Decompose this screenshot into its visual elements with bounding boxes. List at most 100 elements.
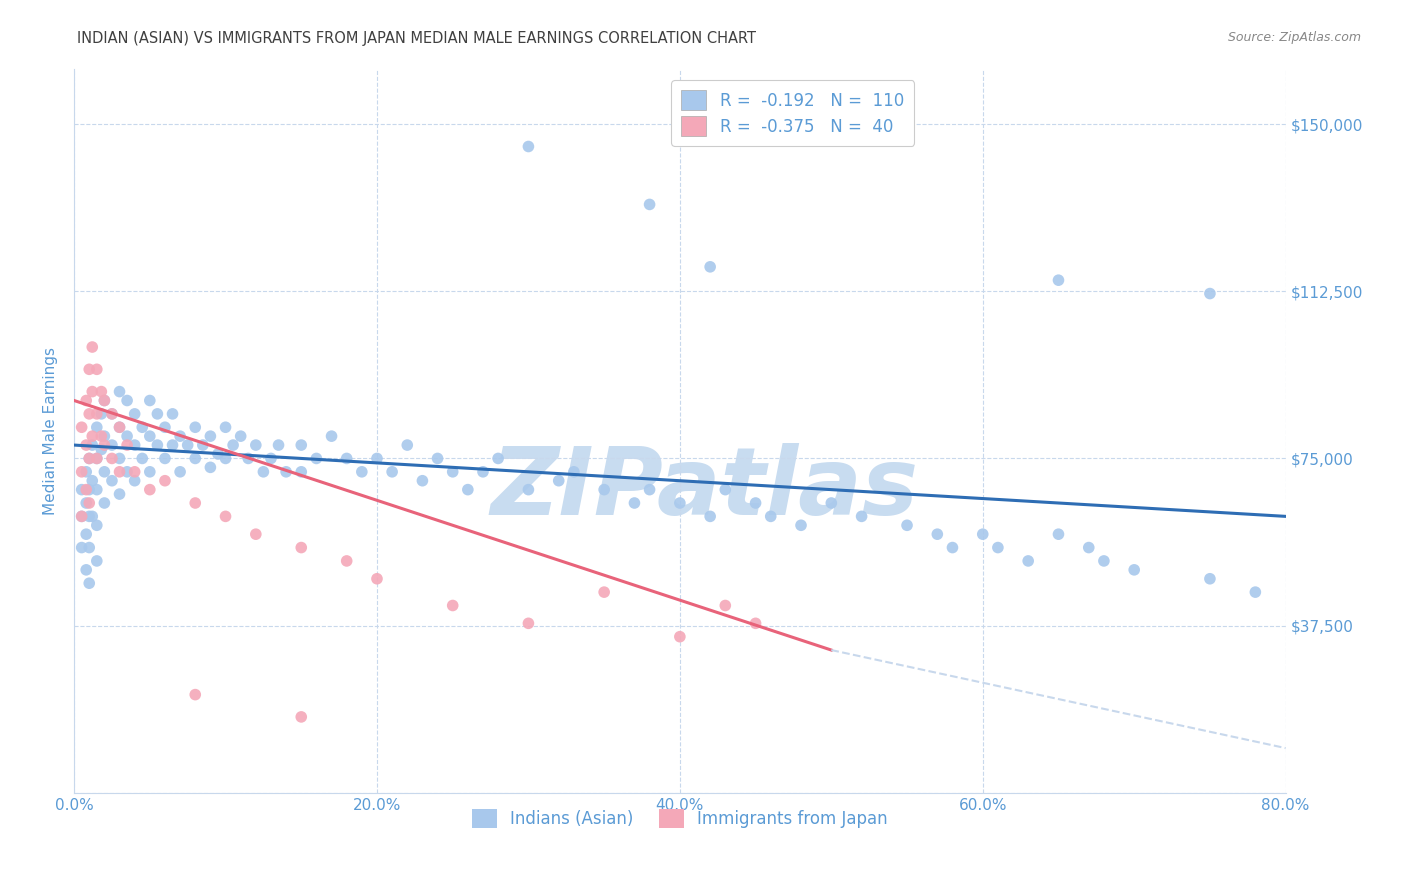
Point xyxy=(93,496,115,510)
Point xyxy=(124,407,146,421)
Point xyxy=(77,483,100,497)
Point xyxy=(1092,554,1115,568)
Point xyxy=(441,465,464,479)
Point xyxy=(222,438,245,452)
Point xyxy=(86,451,108,466)
Point xyxy=(396,438,419,452)
Point xyxy=(139,465,162,479)
Point xyxy=(115,393,138,408)
Point xyxy=(77,407,100,421)
Point xyxy=(366,451,388,466)
Point xyxy=(90,429,112,443)
Point xyxy=(153,420,176,434)
Point xyxy=(214,420,236,434)
Point xyxy=(229,429,252,443)
Point xyxy=(759,509,782,524)
Point xyxy=(593,483,616,497)
Point xyxy=(274,465,297,479)
Point xyxy=(1077,541,1099,555)
Point xyxy=(75,527,97,541)
Point xyxy=(70,420,93,434)
Point xyxy=(941,541,963,555)
Point xyxy=(75,496,97,510)
Point xyxy=(972,527,994,541)
Point xyxy=(896,518,918,533)
Point xyxy=(131,420,153,434)
Point xyxy=(820,496,842,510)
Point xyxy=(336,554,359,568)
Point xyxy=(90,442,112,457)
Point xyxy=(1199,572,1222,586)
Point xyxy=(381,465,404,479)
Point xyxy=(86,362,108,376)
Point xyxy=(290,710,312,724)
Point xyxy=(714,599,737,613)
Point xyxy=(108,487,131,501)
Point xyxy=(146,407,169,421)
Point xyxy=(82,340,104,354)
Point xyxy=(1123,563,1146,577)
Y-axis label: Median Male Earnings: Median Male Earnings xyxy=(44,347,58,515)
Point xyxy=(486,451,509,466)
Point xyxy=(77,496,100,510)
Point xyxy=(426,451,449,466)
Point xyxy=(115,465,138,479)
Point xyxy=(70,483,93,497)
Point xyxy=(93,429,115,443)
Point xyxy=(245,527,267,541)
Point xyxy=(336,451,359,466)
Point xyxy=(86,407,108,421)
Point xyxy=(75,438,97,452)
Point xyxy=(90,384,112,399)
Point xyxy=(77,451,100,466)
Point xyxy=(82,429,104,443)
Point xyxy=(547,474,569,488)
Point xyxy=(267,438,290,452)
Point xyxy=(744,496,766,510)
Point xyxy=(70,465,93,479)
Text: ZIPatlas: ZIPatlas xyxy=(491,442,918,534)
Point xyxy=(593,585,616,599)
Point xyxy=(101,451,124,466)
Point xyxy=(146,438,169,452)
Point xyxy=(86,518,108,533)
Point xyxy=(200,429,222,443)
Point xyxy=(70,509,93,524)
Point xyxy=(70,509,93,524)
Point xyxy=(744,616,766,631)
Point xyxy=(169,429,191,443)
Point xyxy=(82,384,104,399)
Point xyxy=(77,541,100,555)
Point xyxy=(517,483,540,497)
Point xyxy=(669,630,692,644)
Point xyxy=(184,451,207,466)
Point xyxy=(638,197,661,211)
Point xyxy=(93,393,115,408)
Point xyxy=(77,362,100,376)
Point xyxy=(321,429,343,443)
Point xyxy=(290,438,312,452)
Point xyxy=(77,576,100,591)
Point xyxy=(124,465,146,479)
Point xyxy=(214,509,236,524)
Point xyxy=(790,518,813,533)
Point xyxy=(108,420,131,434)
Point xyxy=(101,438,124,452)
Point xyxy=(517,139,540,153)
Point xyxy=(245,438,267,452)
Point xyxy=(77,451,100,466)
Text: INDIAN (ASIAN) VS IMMIGRANTS FROM JAPAN MEDIAN MALE EARNINGS CORRELATION CHART: INDIAN (ASIAN) VS IMMIGRANTS FROM JAPAN … xyxy=(77,31,756,46)
Point xyxy=(176,438,198,452)
Point xyxy=(305,451,328,466)
Point xyxy=(1017,554,1039,568)
Point xyxy=(77,509,100,524)
Point xyxy=(108,465,131,479)
Point xyxy=(108,420,131,434)
Point xyxy=(260,451,283,466)
Point xyxy=(290,541,312,555)
Point xyxy=(252,465,274,479)
Point xyxy=(101,407,124,421)
Point xyxy=(169,465,191,479)
Point xyxy=(153,451,176,466)
Point xyxy=(75,393,97,408)
